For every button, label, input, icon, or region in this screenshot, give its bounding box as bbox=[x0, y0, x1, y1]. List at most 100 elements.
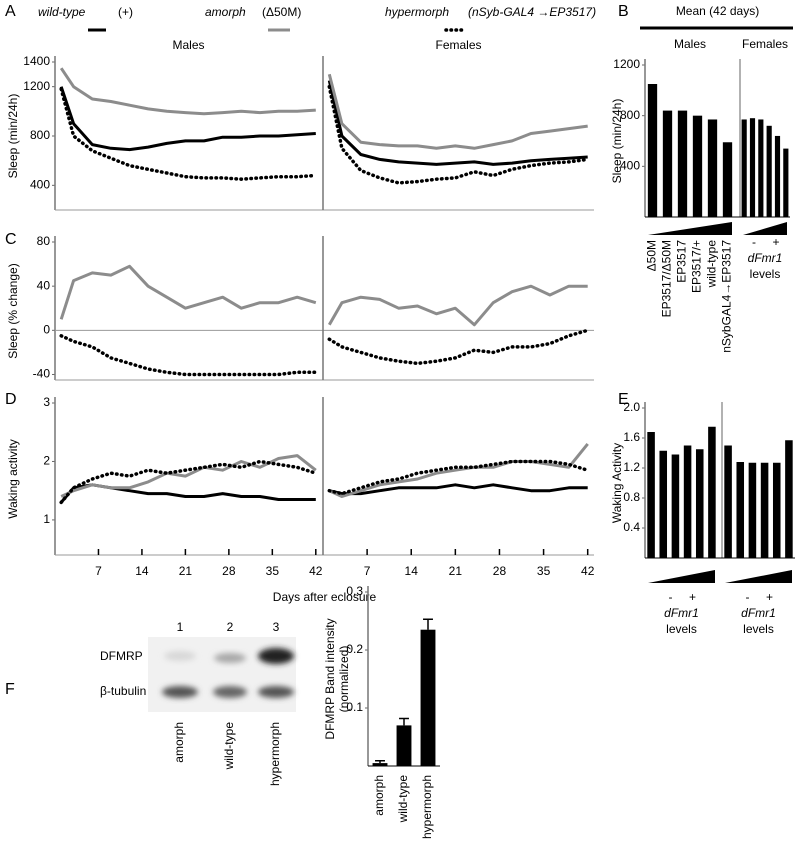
bar bbox=[420, 629, 436, 766]
x-tick-label: EP3517/Δ50M bbox=[660, 240, 674, 317]
x-tick-label: 42 bbox=[309, 564, 323, 578]
panel-letter: B bbox=[618, 3, 629, 20]
sample-label: wild-type bbox=[222, 722, 236, 771]
blot-band bbox=[213, 686, 247, 698]
bar bbox=[708, 426, 716, 558]
bar bbox=[785, 440, 793, 558]
bar bbox=[774, 135, 781, 217]
x-tick-label: EP3517 bbox=[675, 240, 689, 283]
error-bar bbox=[399, 717, 409, 726]
chart-title: Mean (42 days) bbox=[676, 4, 759, 18]
x-tick-label: 7 bbox=[364, 564, 371, 578]
series-line bbox=[59, 264, 317, 320]
y-axis-label: Sleep (% change) bbox=[6, 263, 20, 358]
bar bbox=[722, 142, 733, 217]
y-tick-label: 1200 bbox=[23, 79, 50, 93]
panel-letter: A bbox=[5, 3, 16, 20]
y-tick-label: 40 bbox=[37, 278, 51, 292]
level-wedge bbox=[725, 570, 792, 583]
bar bbox=[724, 445, 732, 558]
lane-number: 3 bbox=[273, 620, 280, 634]
legend-name: hypermorph bbox=[385, 5, 449, 19]
y-tick-label: 0.3 bbox=[346, 584, 363, 598]
level-wedge bbox=[648, 570, 715, 583]
series-line bbox=[59, 87, 318, 181]
bar bbox=[647, 432, 655, 558]
legend-genotype: (nSyb-GAL4 →EP3517) bbox=[468, 5, 596, 19]
band-label: β-tubulin bbox=[100, 684, 146, 698]
level-low: - bbox=[746, 590, 750, 604]
y-tick-label: 0 bbox=[43, 322, 50, 336]
bar bbox=[659, 450, 668, 558]
bar bbox=[692, 115, 703, 217]
series-line bbox=[328, 483, 588, 496]
x-tick-label: 42 bbox=[581, 564, 595, 578]
y-tick-label: 2.0 bbox=[623, 400, 640, 414]
blot-band bbox=[164, 651, 196, 661]
bar bbox=[662, 110, 673, 217]
x-tick-label: amorph bbox=[372, 775, 386, 816]
series-line bbox=[59, 86, 316, 152]
bar bbox=[760, 462, 769, 558]
y-axis-label: Waking Activity bbox=[610, 443, 624, 523]
y-tick-label: 80 bbox=[37, 234, 51, 248]
bar bbox=[647, 84, 658, 217]
series-line bbox=[59, 459, 318, 505]
series-line bbox=[328, 442, 589, 498]
series-line bbox=[327, 84, 590, 185]
x-tick-label: 14 bbox=[135, 564, 149, 578]
bar bbox=[707, 119, 718, 217]
x-tick-label: 14 bbox=[405, 564, 419, 578]
y-tick-label: 0.1 bbox=[346, 700, 363, 714]
legend-genotype: (Δ50M) bbox=[262, 5, 301, 19]
bar bbox=[736, 462, 745, 558]
panel-letter: F bbox=[5, 681, 15, 698]
x-tick-label: EP3517/+ bbox=[690, 240, 704, 293]
y-tick-label: 3 bbox=[43, 395, 50, 409]
bar bbox=[766, 125, 772, 217]
level-low: - bbox=[669, 590, 673, 604]
y-tick-label: 1 bbox=[43, 512, 50, 526]
panel-letter: E bbox=[618, 391, 629, 408]
subplot-title: Females bbox=[435, 38, 481, 52]
y-tick-label: 1.2 bbox=[623, 460, 640, 474]
subplot-title: Females bbox=[742, 37, 788, 51]
error-bar bbox=[423, 618, 433, 630]
y-axis-label: Waking activity bbox=[6, 439, 20, 519]
level-low: - bbox=[752, 235, 756, 249]
bar bbox=[772, 462, 781, 558]
y-tick-label: 0.8 bbox=[623, 490, 640, 504]
subplot-title: Males bbox=[172, 38, 204, 52]
series-line bbox=[60, 454, 317, 498]
series-line bbox=[59, 334, 318, 377]
lane-number: 2 bbox=[227, 620, 234, 634]
level-wedge bbox=[648, 222, 732, 235]
level-gene: dFmr1 bbox=[664, 606, 699, 620]
y-tick-label: 400 bbox=[620, 159, 640, 173]
y-axis-label: DFMRP Band intensity bbox=[323, 618, 337, 739]
x-tick-label: 21 bbox=[449, 564, 463, 578]
level-high: + bbox=[772, 235, 779, 249]
bar bbox=[683, 445, 692, 558]
y-axis-label: Sleep (min/24h) bbox=[6, 94, 20, 179]
band-label: DFMRP bbox=[100, 649, 143, 663]
bar bbox=[783, 148, 789, 217]
series-line bbox=[327, 80, 588, 166]
subplot-title: Males bbox=[674, 37, 706, 51]
y-axis-label: Sleep (min/24h) bbox=[610, 99, 624, 184]
bar bbox=[741, 119, 747, 217]
y-tick-label: 800 bbox=[620, 108, 640, 122]
y-tick-label: 0.4 bbox=[623, 520, 640, 534]
x-tick-label: hypermorph bbox=[420, 775, 434, 839]
legend-name: amorph bbox=[205, 5, 246, 19]
x-tick-label: nSybGAL4→EP3517 bbox=[720, 240, 734, 353]
x-tick-label: wild-type bbox=[705, 240, 719, 289]
x-tick-label: wild-type bbox=[396, 775, 410, 824]
level-word: levels bbox=[750, 267, 781, 281]
x-tick-label: 21 bbox=[179, 564, 193, 578]
bar bbox=[396, 725, 412, 766]
level-gene: dFmr1 bbox=[741, 606, 776, 620]
legend-genotype: (+) bbox=[118, 5, 133, 19]
level-word: levels bbox=[743, 622, 774, 636]
bar bbox=[671, 454, 680, 558]
